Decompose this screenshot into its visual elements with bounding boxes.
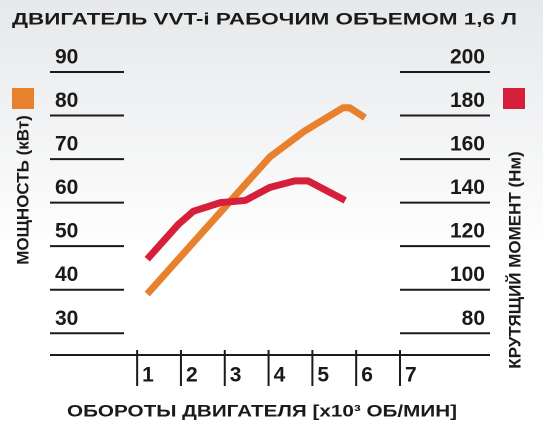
y2-tick-label: 200 (450, 46, 485, 69)
y-tick-label: 80 (55, 89, 78, 112)
y-tick-label: 50 (55, 220, 78, 243)
x-axis-label: ОБОРОТЫ ДВИГАТЕЛЯ [x10³ ОБ/МИН] (67, 401, 457, 420)
x-tick-label: 6 (361, 364, 373, 387)
y2-tick-label: 80 (462, 307, 485, 330)
legend-swatch (12, 88, 34, 109)
x-tick-label: 3 (230, 364, 242, 387)
legend-swatch (503, 88, 525, 109)
data-line (144, 104, 367, 297)
x-tick-label: 5 (317, 364, 329, 387)
y-axis-label: МОЩНОСТЬ (кВт) (13, 115, 32, 265)
chart-title: ДВИГАТЕЛЬ VVT-i РАБОЧИМ ОБЪЕМОМ 1,6 Л (12, 9, 517, 28)
y-tick-label: 40 (55, 263, 78, 286)
y2-axis-label: КРУТЯЩИЙ МОМЕНТ (Нм) (505, 151, 524, 368)
y2-tick-label: 160 (450, 133, 485, 156)
y-tick-label: 30 (55, 307, 78, 330)
y-tick-label: 70 (55, 133, 78, 156)
y2-tick-label: 140 (450, 176, 485, 199)
x-tick-label: 1 (142, 364, 154, 387)
x-tick-label: 2 (186, 364, 198, 387)
y-tick-label: 90 (55, 46, 78, 69)
y-tick-label: 60 (55, 176, 78, 199)
x-tick-label: 4 (274, 364, 286, 387)
data-line (144, 177, 347, 262)
y2-tick-label: 120 (450, 220, 485, 243)
y2-tick-label: 180 (450, 89, 485, 112)
y2-tick-label: 100 (450, 263, 485, 286)
x-tick-label: 7 (405, 364, 417, 387)
